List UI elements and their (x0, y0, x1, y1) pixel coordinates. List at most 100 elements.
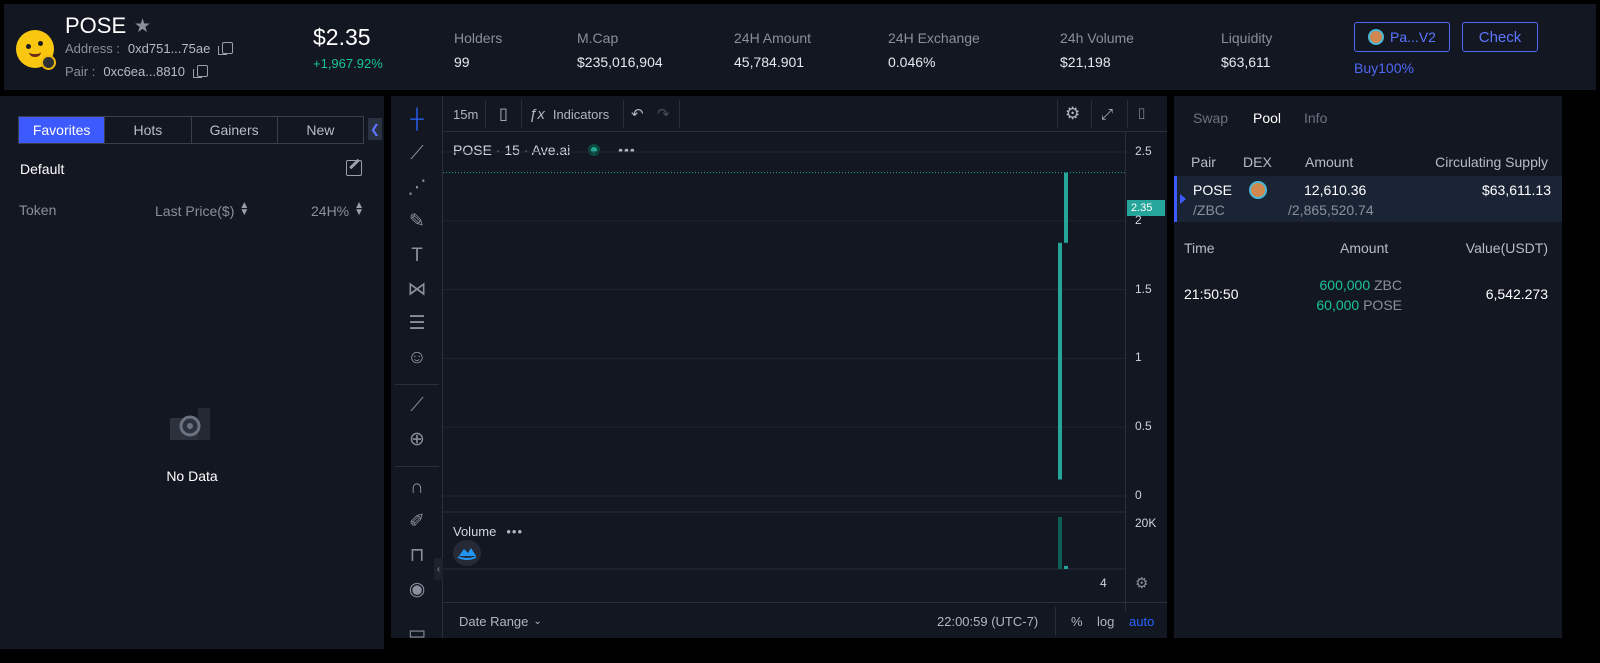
stat-label: 24h Volume (1060, 30, 1134, 46)
trade-value: 6,542.273 (1485, 286, 1548, 302)
stat-value: $21,198 (1060, 54, 1111, 70)
redo-icon[interactable]: ↷ (657, 106, 670, 123)
stat-label: Holders (454, 30, 503, 46)
trash-icon[interactable]: ▭ (408, 623, 426, 644)
tab-hots[interactable]: Hots (105, 117, 192, 143)
percent-scale-toggle[interactable]: % (1071, 613, 1083, 629)
fx-icon: ƒx (529, 105, 545, 123)
trade-time: 21:50:50 (1184, 286, 1239, 302)
stat-mcap: M.Cap $235,016,904 (577, 30, 663, 70)
stat-24h-exchange: 24H Exchange 0.046% (888, 30, 980, 70)
tab-info[interactable]: Info (1304, 110, 1328, 126)
stat-label: Liquidity (1221, 30, 1273, 46)
date-range-label: Date Range (459, 613, 529, 629)
volume-legend: Volume ••• (453, 524, 523, 539)
lock-drawing-icon[interactable]: ✐ (409, 511, 425, 532)
pool-header-amount: Amount (1305, 154, 1354, 170)
stat-value: 0.046% (888, 54, 936, 70)
volume-bar (1064, 565, 1068, 569)
pool-header-supply: Circulating Supply (1435, 154, 1548, 170)
copy-address-icon[interactable] (218, 42, 234, 55)
column-last-price-label: Last Price($) (155, 203, 235, 219)
volume-more-icon[interactable]: ••• (506, 524, 524, 539)
dex-button-label: Pa...V2 (1390, 29, 1436, 45)
address-row: Address : 0xd751...75ae (65, 41, 234, 56)
date-range-button[interactable]: Date Range ⌄ (459, 603, 542, 639)
candle (1058, 242, 1062, 480)
prediction-icon[interactable]: ☰ (408, 313, 426, 334)
fullscreen-icon[interactable]: ⤢ (1101, 105, 1114, 123)
buy-100-link[interactable]: Buy100% (1354, 60, 1414, 76)
tab-favorites[interactable]: Favorites (19, 117, 106, 143)
pool-header-dex: DEX (1243, 154, 1272, 170)
tab-swap[interactable]: Swap (1193, 110, 1229, 126)
column-24h-change[interactable]: 24H% ▲ ▼ (311, 200, 365, 220)
token-logo (16, 30, 56, 70)
auto-scale-toggle[interactable]: auto (1129, 613, 1155, 629)
empty-box-icon (170, 408, 210, 440)
zoom-in-icon[interactable]: ⊕ (409, 429, 425, 450)
price-axis[interactable]: 2.35 2.5 2 1.5 1 0.5 0 20K 4 ⚙ (1100, 132, 1167, 612)
crosshair-icon[interactable]: ┼ (410, 109, 424, 130)
sort-icon: ▲ ▼ (239, 200, 250, 218)
interval-button[interactable]: 15m (453, 106, 479, 122)
sort-icon: ▲ ▼ (354, 200, 365, 218)
y-tick-label: 1.5 (1135, 281, 1152, 296)
stat-holders: Holders 99 (454, 30, 502, 70)
emoji-icon[interactable]: ☺ (407, 347, 427, 368)
legend-more-icon[interactable]: ••• (618, 142, 636, 158)
ruler-icon[interactable]: ⟋ (410, 395, 424, 416)
current-price: $2.35 (313, 24, 371, 50)
indicators-label: Indicators (552, 106, 610, 122)
favorite-star-icon[interactable]: ★ (134, 16, 152, 37)
fib-tool-icon[interactable]: ⋰ (407, 177, 427, 198)
trade-amount-1: 600,000 (1319, 277, 1371, 293)
indicators-button[interactable]: ƒx Indicators (529, 96, 609, 132)
tab-pool[interactable]: Pool (1253, 110, 1282, 126)
bottom-tick-label: 4 (1100, 576, 1107, 590)
trade-unit-2: POSE (1363, 297, 1402, 313)
dex-button[interactable]: Pa...V2 (1354, 22, 1450, 52)
settings-gear-icon[interactable]: ⚙ (1065, 104, 1081, 123)
stat-liquidity: Liquidity $63,611 (1221, 30, 1272, 70)
copy-pair-icon[interactable] (193, 65, 209, 78)
check-button[interactable]: Check (1462, 22, 1538, 52)
log-scale-toggle[interactable]: log (1097, 613, 1115, 629)
chart-bottombar: Date Range ⌄ 22:00:59 (UTC-7) % log auto (443, 602, 1167, 638)
time-display[interactable]: 22:00:59 (UTC-7) (937, 613, 1039, 629)
camera-icon[interactable]: ⌷ (1137, 105, 1147, 123)
selected-row-indicator-icon (1180, 194, 1186, 204)
pancake-icon (1368, 29, 1385, 45)
toolbar-toggle[interactable]: ‹ (434, 558, 443, 580)
price-chart[interactable] (443, 132, 1125, 612)
axis-settings-icon[interactable]: ⚙ (1135, 575, 1149, 592)
stat-value: $63,611 (1221, 54, 1271, 70)
candle-type-icon[interactable]: ▯ (499, 106, 508, 123)
eye-icon[interactable]: ◉ (408, 579, 426, 600)
collapse-panel-button[interactable]: ❮ (368, 118, 382, 140)
trendline-icon[interactable]: ⟋ (410, 143, 424, 164)
pool-quote: /ZBC (1193, 202, 1225, 218)
group-name: Default (20, 161, 65, 177)
tab-new[interactable]: New (306, 122, 335, 138)
y-tick-label: 2 (1135, 212, 1142, 227)
column-last-price[interactable]: Last Price($) ▲ ▼ (155, 200, 250, 220)
stat-value: 45,784.901 (734, 54, 805, 70)
undo-icon[interactable]: ↶ (631, 106, 644, 123)
tab-gainers[interactable]: Gainers (192, 117, 278, 143)
pool-row[interactable]: POSE /ZBC 12,610.36 /2,865,520.74 $63,61… (1174, 176, 1562, 222)
column-24h-label: 24H% (311, 203, 350, 219)
magnet-icon[interactable]: ∩ (410, 477, 424, 498)
pool-amount-quote: /2,865,520.74 (1288, 202, 1374, 218)
stat-label: 24H Exchange (888, 30, 980, 46)
edit-icon[interactable] (346, 160, 362, 176)
y-tick-label: 2.5 (1135, 144, 1152, 158)
pattern-icon[interactable]: ⋈ (407, 279, 427, 300)
empty-state-text: No Data (166, 468, 218, 484)
column-token: Token (19, 202, 57, 218)
y-tick-label: 1 (1135, 350, 1142, 365)
drawing-toolbar: ┼ ⟋ ⋰ ✎ T ⋈ ☰ ☺ ⟋ ⊕ ∩ ✐ ⊓ ◉ ▭ ‹ (391, 96, 443, 644)
text-tool-icon[interactable]: T (411, 245, 423, 266)
lock-icon[interactable]: ⊓ (409, 545, 425, 566)
brush-icon[interactable]: ✎ (409, 211, 425, 232)
